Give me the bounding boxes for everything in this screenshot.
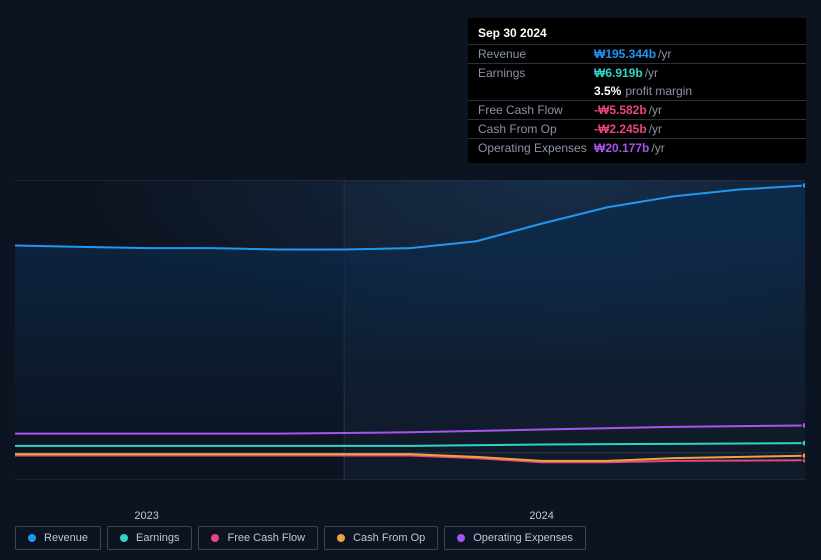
- chart-plot-area: [15, 180, 805, 480]
- legend-label: Earnings: [136, 532, 179, 544]
- legend-dot-icon: [120, 534, 128, 542]
- legend-dot-icon: [457, 534, 465, 542]
- legend-label: Free Cash Flow: [227, 532, 305, 544]
- legend-item[interactable]: Revenue: [15, 526, 101, 550]
- tooltip-row-value: ₩20.177b: [594, 141, 649, 155]
- tooltip-row: Cash From Op-₩2.245b /yr: [468, 119, 806, 138]
- tooltip-row: Revenue₩195.344b /yr: [468, 44, 806, 63]
- legend-item[interactable]: Operating Expenses: [444, 526, 586, 550]
- tooltip-row-suffix: /yr: [651, 141, 664, 155]
- legend-label: Revenue: [44, 532, 88, 544]
- tooltip-row-suffix: /yr: [645, 66, 658, 80]
- legend-item[interactable]: Earnings: [107, 526, 192, 550]
- tooltip-row: Free Cash Flow-₩5.582b /yr: [468, 100, 806, 119]
- x-tick-label: 2023: [134, 510, 158, 522]
- tooltip-row-value: -₩5.582b: [594, 103, 647, 117]
- tooltip-row-label: Free Cash Flow: [478, 103, 594, 117]
- tooltip-margin-row: 3.5% profit margin: [468, 82, 806, 100]
- tooltip-row-label: Operating Expenses: [478, 141, 594, 155]
- tooltip-row-value: ₩6.919b: [594, 66, 643, 80]
- tooltip-row: Operating Expenses₩20.177b /yr: [468, 138, 806, 157]
- tooltip-row-label: Earnings: [478, 66, 594, 80]
- legend-dot-icon: [211, 534, 219, 542]
- legend-item[interactable]: Free Cash Flow: [198, 526, 318, 550]
- chart-legend: Revenue Earnings Free Cash Flow Cash From O…: [15, 526, 586, 550]
- tooltip-row-label: Cash From Op: [478, 122, 594, 136]
- tooltip-row-suffix: /yr: [658, 47, 671, 61]
- legend-dot-icon: [337, 534, 345, 542]
- tooltip-row: Earnings₩6.919b /yr: [468, 63, 806, 82]
- chart-tooltip: Sep 30 2024 Revenue₩195.344b /yrEarnings…: [468, 18, 806, 163]
- tooltip-row-label: Revenue: [478, 47, 594, 61]
- tooltip-row-suffix: /yr: [649, 122, 662, 136]
- tooltip-margin-label: profit margin: [625, 84, 692, 98]
- legend-label: Operating Expenses: [473, 532, 573, 544]
- tooltip-row-value: -₩2.245b: [594, 122, 647, 136]
- legend-dot-icon: [28, 534, 36, 542]
- tooltip-row-value: ₩195.344b: [594, 47, 656, 61]
- tooltip-row-suffix: /yr: [649, 103, 662, 117]
- legend-item[interactable]: Cash From Op: [324, 526, 438, 550]
- legend-label: Cash From Op: [353, 532, 425, 544]
- x-tick-label: 2024: [529, 510, 553, 522]
- financials-chart[interactable]: ₩200b₩0-₩20b 20232024: [15, 160, 805, 520]
- x-axis-labels: 2023 2024: [15, 500, 805, 520]
- tooltip-margin-value: 3.5%: [594, 84, 621, 98]
- tooltip-date: Sep 30 2024: [468, 24, 806, 44]
